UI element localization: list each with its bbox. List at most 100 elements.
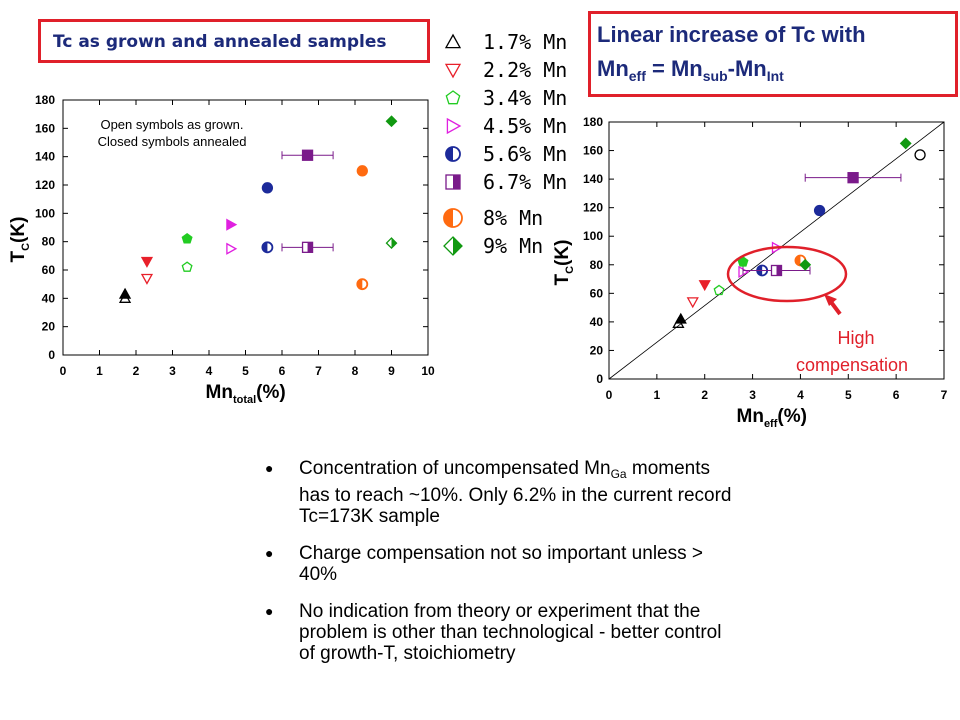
legend-label-2: 3.4% Mn [483,86,567,110]
data-point [118,291,132,303]
y-tick-label: 60 [42,263,56,277]
data-point [226,218,238,231]
data-point [181,261,193,272]
legend-label-0: 1.7% Mn [483,30,567,54]
legend-marker-7-half [453,237,462,255]
legend-label-1: 2.2% Mn [483,58,567,82]
legend-label-5: 6.7% Mn [483,170,567,194]
y-tick-label: 160 [583,144,603,158]
plot-frame [608,121,945,380]
data-point [385,115,398,128]
legend-marker-5-half [453,175,460,189]
x-tick-label: 6 [893,388,900,402]
x-tick-label: 2 [133,364,140,378]
legend-marker-3 [446,117,462,135]
chart-2: 0 1 2 3 4 5 6 7 0 20 40 60 80 100 120 140 160 180 Mneff(%)… [552,115,948,430]
legend-marker-0 [444,33,462,49]
legend-label-3: 4.5% Mn [483,114,567,138]
y-tick-label: 20 [42,320,56,334]
annotation-line: Closed symbols annealed [98,134,247,149]
data-point [686,297,699,309]
data-point [140,273,154,285]
data-point-half [307,242,313,253]
x-tick-label: 5 [242,364,249,378]
data-point-half [795,255,801,266]
data-point [261,182,274,194]
x-tick-label: 7 [941,388,948,402]
y-tick-label: 20 [590,343,604,357]
y-tick-label: 0 [48,348,55,362]
right-title-line1: Linear increase of Tc with [597,22,866,47]
data-point-half [357,279,363,290]
y-tick-label: 160 [35,121,55,135]
y-tick-label: 180 [35,93,55,107]
data-point [301,149,314,161]
y-tick-label: 140 [583,172,603,186]
x-tick-label: 8 [352,364,359,378]
data-point [140,256,154,268]
high-compensation-ellipse [726,245,848,303]
data-point [899,137,912,150]
x-tick-label: 0 [60,364,67,378]
legend-label-7: 9% Mn [483,234,543,258]
y-axis-label: TC(K) [552,240,576,286]
annotation-line: Open symbols as grown. [100,117,243,132]
data-point [181,233,193,244]
y-tick-label: 40 [42,291,56,305]
x-axis-label: Mntotal(%) [206,382,286,406]
x-tick-label: 4 [797,388,804,402]
y-tick-label: 100 [583,229,603,243]
data-point [226,242,238,255]
data-point-half [262,242,268,253]
y-tick-label: 140 [35,150,55,164]
bullet-item: ● No indication from theory or experiment… [265,601,722,664]
x-tick-label: 5 [845,388,852,402]
y-axis-label: TC(K) [8,217,32,263]
y-tick-label: 60 [590,286,604,300]
legend-marker-2 [445,90,461,105]
y-tick-label: 120 [583,201,603,215]
legend-label-6: 8% Mn [483,206,543,230]
data-point [356,165,368,177]
x-tick-label: 6 [279,364,286,378]
bullet-item: ● Concentration of uncompensated MnGa mom… [265,458,732,527]
x-tick-label: 7 [315,364,322,378]
right-title-line2: Mneff = Mnsub-MnInt [597,56,784,84]
x-tick-label: 4 [206,364,213,378]
data-point [713,284,725,296]
x-tick-label: 2 [701,388,708,402]
x-tick-label: 0 [606,388,613,402]
data-point [737,256,749,267]
x-tick-label: 1 [96,364,103,378]
data-point [799,258,812,271]
data-point [914,149,926,161]
x-tick-label: 3 [169,364,176,378]
data-point [847,172,859,184]
right-title-box: Linear increase of Tc with Mneff = Mnsub… [588,11,958,97]
x-tick-label: 9 [388,364,395,378]
x-tick-label: 10 [421,364,435,378]
legend-marker-6-half [444,209,453,227]
annotation-line: High [837,328,874,348]
data-point [672,316,685,328]
y-tick-label: 120 [35,178,55,192]
bullet-item: ● Charge compensation not so important un… [265,543,703,585]
chart-1: 0 1 2 3 4 5 6 7 8 9 10020406080100120140160180Mnto… [8,93,435,406]
annotation-line: compensation [796,355,908,375]
bullet-list: ● Concentration of uncompensated MnGa mom… [262,458,732,680]
x-tick-label: 3 [749,388,756,402]
y-tick-label: 180 [583,115,603,129]
x-axis-label: Mneff(%) [737,406,807,430]
data-point [698,280,711,292]
legend-label-4: 5.6% Mn [483,142,567,166]
data-point [813,204,826,217]
data-point-half [391,238,397,249]
legend-marker-4-half [446,147,453,161]
left-title: Tc as grown and annealed samples [53,32,387,52]
y-tick-label: 100 [35,206,55,220]
y-tick-label: 80 [42,235,56,249]
y-tick-label: 80 [590,258,604,272]
data-point-half [776,265,782,276]
left-title-box: Tc as grown and annealed samples [38,19,430,63]
